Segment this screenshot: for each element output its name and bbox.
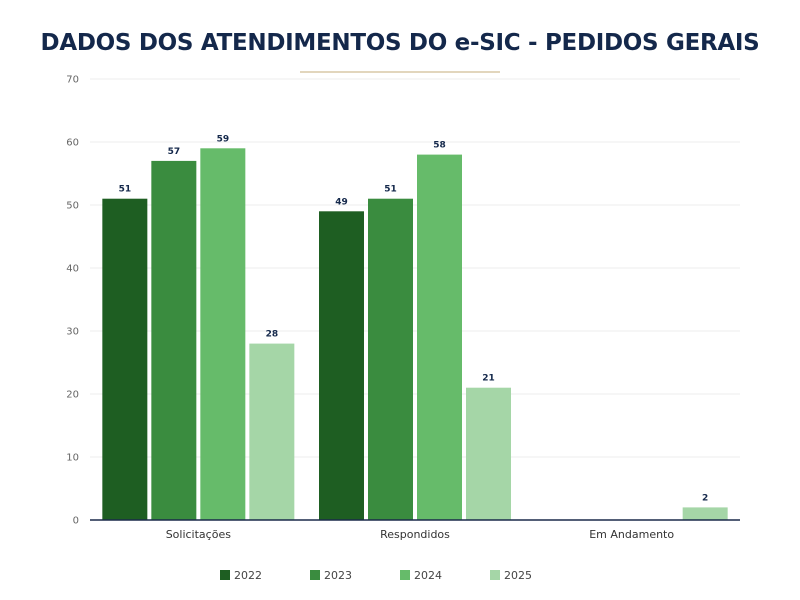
legend-item: 2025 (490, 567, 532, 583)
y-tick-label: 40 (66, 264, 79, 275)
bars (102, 148, 728, 521)
legend-item: 2022 (220, 567, 262, 583)
data-label: 59 (217, 134, 230, 144)
data-label: 51 (119, 185, 132, 195)
data-label: 57 (168, 147, 181, 157)
bar (368, 198, 413, 520)
bar (200, 148, 246, 521)
x-category-label: Em Andamento (589, 528, 674, 541)
data-label: 28 (266, 330, 279, 340)
x-category-label: Solicitações (166, 528, 232, 541)
y-tick-label: 20 (66, 390, 79, 401)
bar (249, 343, 295, 520)
legend-label: 2022 (234, 568, 262, 582)
bar (319, 211, 364, 521)
legend-label: 2024 (414, 568, 442, 582)
legend-swatch (220, 570, 230, 580)
x-axis-categories: Solicitações Respondidos Em Andamento (166, 528, 675, 541)
bar (466, 387, 511, 520)
gridlines (90, 78, 740, 458)
title-underline (300, 71, 500, 73)
y-tick-label: 60 (66, 138, 79, 149)
y-tick-label: 0 (73, 516, 79, 527)
y-axis-ticks: 0 10 20 30 40 50 60 70 (66, 75, 79, 527)
bar (151, 160, 197, 520)
data-label: 2 (702, 493, 708, 503)
legend-swatch (400, 570, 410, 580)
legend-label: 2025 (504, 568, 532, 582)
data-labels: 51 57 59 28 49 51 58 21 2 (119, 134, 709, 503)
legend-swatch (310, 570, 320, 580)
legend-item: 2023 (310, 567, 352, 583)
legend-swatch (490, 570, 500, 580)
y-tick-label: 50 (66, 201, 79, 212)
y-tick-label: 10 (66, 453, 79, 464)
data-label: 49 (335, 197, 348, 207)
data-label: 58 (433, 141, 446, 151)
data-label: 51 (384, 185, 397, 195)
legend-item: 2024 (400, 567, 442, 583)
y-tick-label: 70 (66, 75, 79, 86)
legend-label: 2023 (324, 568, 352, 582)
y-tick-label: 30 (66, 327, 79, 338)
chart-title: DADOS DOS ATENDIMENTOS DO e-SIC - PEDIDO… (40, 30, 760, 56)
bar (102, 198, 148, 520)
data-label: 21 (482, 374, 495, 384)
bar (682, 507, 728, 520)
legend: 2022 2023 2024 2025 (0, 567, 800, 583)
bar (417, 154, 462, 520)
x-category-label: Respondidos (380, 528, 450, 541)
